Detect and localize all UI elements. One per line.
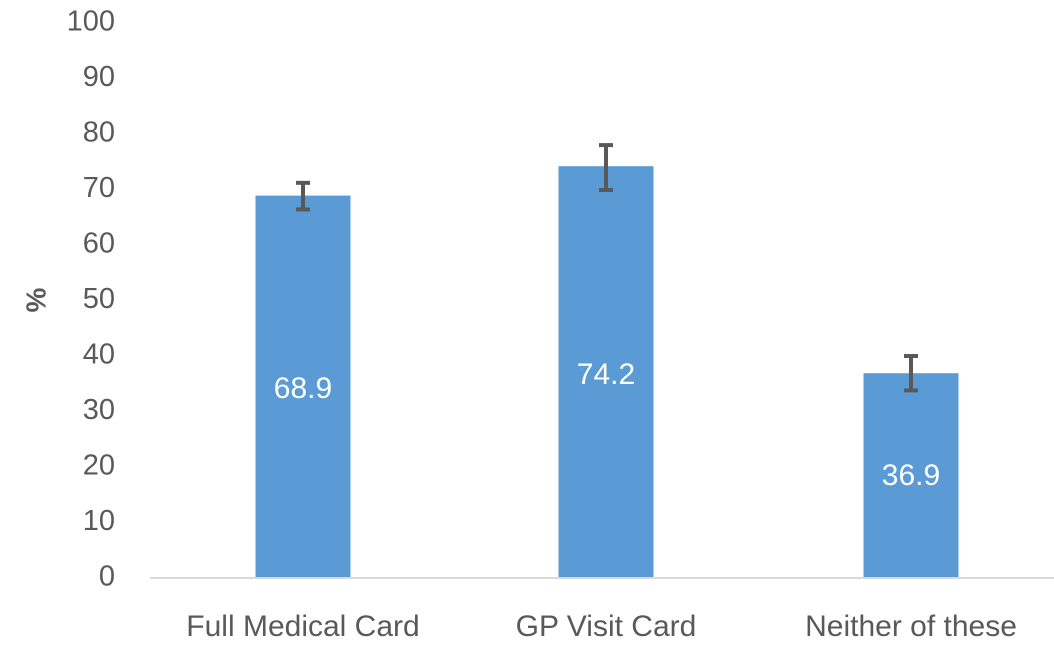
- x-category-label: Full Medical Card: [186, 610, 419, 643]
- y-tick-label: 50: [83, 283, 115, 315]
- x-category-label: Neither of these: [805, 610, 1017, 643]
- y-tick-label: 20: [83, 450, 115, 482]
- error-bar: [904, 354, 918, 393]
- y-tick-label: 30: [83, 394, 115, 426]
- x-axis-labels: Full Medical Card GP Visit Card Neither of…: [186, 610, 1017, 643]
- y-tick-label: 40: [83, 339, 115, 371]
- y-tick-label: 100: [67, 6, 115, 38]
- y-tick-label: 90: [83, 61, 115, 93]
- y-tick-label: 60: [83, 228, 115, 260]
- data-labels-group: 68.9 74.2 36.9: [274, 358, 940, 492]
- bars-group: [255, 166, 959, 579]
- y-axis-ticks: 0 10 20 30 40 50 60 70 80 90 100: [67, 6, 115, 593]
- bar-data-label: 74.2: [577, 358, 635, 391]
- y-tick-label: 0: [99, 561, 115, 593]
- y-tick-label: 10: [83, 505, 115, 537]
- bar-data-label: 68.9: [274, 372, 332, 405]
- bar-data-label: 36.9: [882, 459, 940, 492]
- error-bars-group: [296, 143, 918, 393]
- x-category-label: GP Visit Card: [516, 610, 697, 643]
- bar: [558, 166, 654, 578]
- y-tick-label: 80: [83, 117, 115, 149]
- error-bar: [296, 180, 310, 212]
- bar: [255, 195, 351, 579]
- bar: [863, 373, 959, 578]
- error-bar: [599, 143, 613, 193]
- y-tick-label: 70: [83, 172, 115, 204]
- y-axis-title: %: [20, 287, 51, 312]
